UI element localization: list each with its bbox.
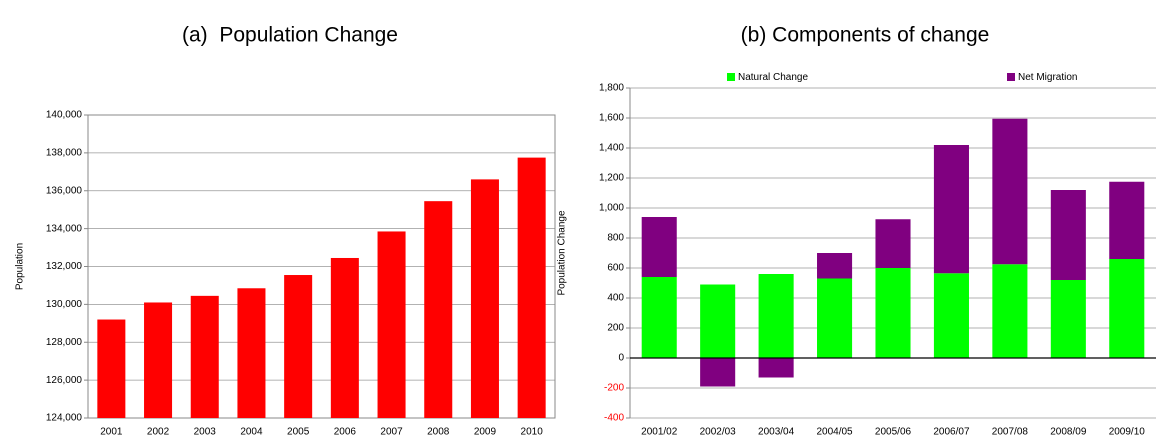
y-tick-label: 128,000	[46, 337, 83, 348]
x-tick-label: 2004	[240, 427, 263, 438]
bar-segment	[817, 278, 853, 358]
legend-swatch	[1007, 73, 1015, 81]
y-tick-label: 1,200	[599, 173, 624, 184]
bar	[424, 201, 453, 418]
bar-segment	[1109, 259, 1145, 358]
y-tick-label: 130,000	[46, 299, 83, 310]
bar	[330, 257, 359, 418]
bar-segment	[992, 264, 1028, 358]
x-tick-label: 2002/03	[700, 427, 737, 438]
legend-label: Natural Change	[738, 72, 808, 83]
y-tick-label: 138,000	[46, 148, 83, 159]
bar-segment	[875, 219, 911, 268]
bar-segment	[700, 358, 736, 387]
y-tick-label: 132,000	[46, 261, 83, 272]
y-tick-label: 1,600	[599, 113, 624, 124]
bar-segment	[1109, 181, 1145, 259]
y-tick-label: 1,000	[599, 203, 624, 214]
bar	[377, 231, 406, 418]
chart-title: (b) Components of change	[741, 24, 990, 47]
y-tick-label: 134,000	[46, 223, 83, 234]
bar-segment	[758, 358, 794, 378]
y-tick-label: 0	[618, 353, 624, 364]
bar-segment	[933, 145, 969, 274]
x-tick-label: 2009/10	[1109, 427, 1146, 438]
x-tick-label: 2010	[521, 427, 544, 438]
x-tick-label: 2005	[287, 427, 310, 438]
chart-title: (a) Population Change	[182, 24, 398, 47]
bar-segment	[641, 277, 677, 358]
x-tick-label: 2001/02	[641, 427, 678, 438]
bar-segment	[992, 118, 1028, 265]
legend-label: Net Migration	[1018, 72, 1077, 83]
y-tick-label: 600	[607, 263, 624, 274]
x-tick-label: 2002	[147, 427, 170, 438]
x-tick-label: 2005/06	[875, 427, 912, 438]
bar-segment	[1050, 190, 1086, 280]
bar	[144, 302, 173, 418]
x-tick-label: 2008/09	[1050, 427, 1087, 438]
bar	[97, 319, 126, 418]
x-tick-label: 2006	[334, 427, 357, 438]
y-tick-label: 126,000	[46, 375, 83, 386]
bar	[237, 288, 266, 418]
x-tick-label: 2009	[474, 427, 497, 438]
y-tick-label: 140,000	[46, 110, 83, 121]
y-tick-label: 400	[607, 293, 624, 304]
y-tick-label: 136,000	[46, 185, 83, 196]
y-axis-label: Population	[15, 243, 26, 290]
legend-swatch	[727, 73, 735, 81]
bar	[470, 179, 499, 418]
x-tick-label: 2004/05	[816, 427, 853, 438]
bar-segment	[1050, 280, 1086, 358]
x-tick-label: 2007/08	[992, 427, 1029, 438]
bar	[284, 275, 313, 418]
x-tick-label: 2001	[100, 427, 123, 438]
y-tick-label: 124,000	[46, 413, 83, 424]
x-tick-label: 2006/07	[933, 427, 970, 438]
x-tick-label: 2003/04	[758, 427, 795, 438]
bar-segment	[817, 253, 853, 279]
y-axis-label: Population Change	[557, 210, 568, 296]
bar	[517, 157, 546, 418]
y-tick-label: 200	[607, 323, 624, 334]
plot-border	[87, 114, 556, 419]
bar-segment	[700, 284, 736, 358]
y-tick-label: 1,400	[599, 143, 624, 154]
bar	[190, 295, 219, 418]
x-tick-label: 2007	[380, 427, 403, 438]
x-tick-label: 2008	[427, 427, 450, 438]
bar-segment	[758, 274, 794, 358]
y-tick-label: 1,800	[599, 83, 624, 94]
y-tick-label: -200	[604, 383, 624, 394]
y-tick-label: 800	[607, 233, 624, 244]
bar-segment	[641, 217, 677, 277]
bar-segment	[875, 268, 911, 358]
bar-segment	[933, 273, 969, 358]
y-tick-label: -400	[604, 413, 624, 424]
x-tick-label: 2003	[194, 427, 217, 438]
